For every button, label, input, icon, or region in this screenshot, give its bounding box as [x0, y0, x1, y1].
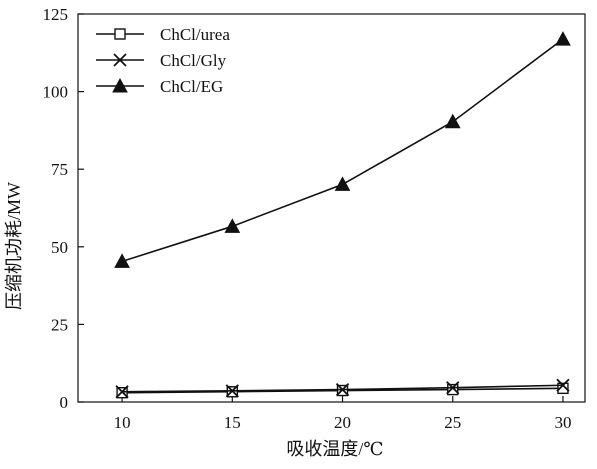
y-tick-label: 50 [51, 238, 68, 257]
data-point-chcl-gly [335, 382, 350, 397]
x-tick-label: 25 [444, 413, 461, 432]
y-tick-label: 75 [51, 160, 68, 179]
x-tick-label: 15 [224, 413, 241, 432]
data-point-chcl-gly [115, 385, 129, 399]
x-marker-stroke [225, 384, 239, 398]
x-tick-label: 30 [554, 413, 571, 432]
ticks: 0 25 50 75 100 125 10 15 20 25 30 [43, 5, 572, 432]
legend-item-chcl-urea: ChCl/urea [96, 25, 230, 44]
legend-marker [112, 77, 128, 93]
legend-marker [113, 53, 127, 67]
data-point-chcl-urea [557, 382, 569, 395]
data-point-chcl-gly [225, 384, 239, 398]
x-axis-title: 吸收温度/℃ [286, 439, 383, 459]
legend-label: ChCl/EG [160, 77, 223, 96]
data-point-chcl-eg [334, 176, 351, 191]
plot-frame [77, 13, 586, 403]
x-tick-label: 10 [114, 413, 131, 432]
x-marker-stroke [115, 385, 129, 399]
data-point-chcl-urea [447, 383, 459, 396]
data-point-chcl-eg [224, 218, 241, 233]
legend-marker [114, 28, 126, 40]
x-marker-stroke [113, 53, 127, 67]
data-point-chcl-gly [446, 381, 460, 395]
legend: ChCl/urea ChCl/Gly ChCl/EG [96, 25, 230, 96]
data-point-chcl-eg [114, 253, 130, 268]
axes [77, 13, 586, 403]
legend-item-chcl-gly: ChCl/Gly [96, 51, 227, 70]
series-chcl-eg [114, 31, 571, 268]
y-tick-label: 125 [43, 5, 69, 24]
y-axis-title: 压缩机功耗/MW [4, 182, 24, 310]
data-point-chcl-eg [444, 113, 461, 129]
x-tick-label: 20 [334, 413, 351, 432]
x-marker-stroke [446, 381, 460, 395]
legend-item-chcl-eg: ChCl/EG [96, 77, 223, 96]
y-tick-label: 100 [43, 83, 69, 102]
series-line-chcl-eg [121, 38, 564, 263]
y-tick-label: 0 [60, 393, 69, 412]
legend-label: ChCl/urea [160, 25, 230, 44]
series [114, 31, 571, 399]
legend-label: ChCl/Gly [160, 51, 227, 70]
data-point-chcl-gly [556, 378, 570, 392]
y-tick-label: 25 [51, 315, 68, 334]
x-marker-stroke [556, 378, 570, 392]
series-chcl-gly [115, 378, 570, 399]
data-point-chcl-eg [555, 31, 571, 46]
x-marker-stroke [335, 382, 350, 397]
